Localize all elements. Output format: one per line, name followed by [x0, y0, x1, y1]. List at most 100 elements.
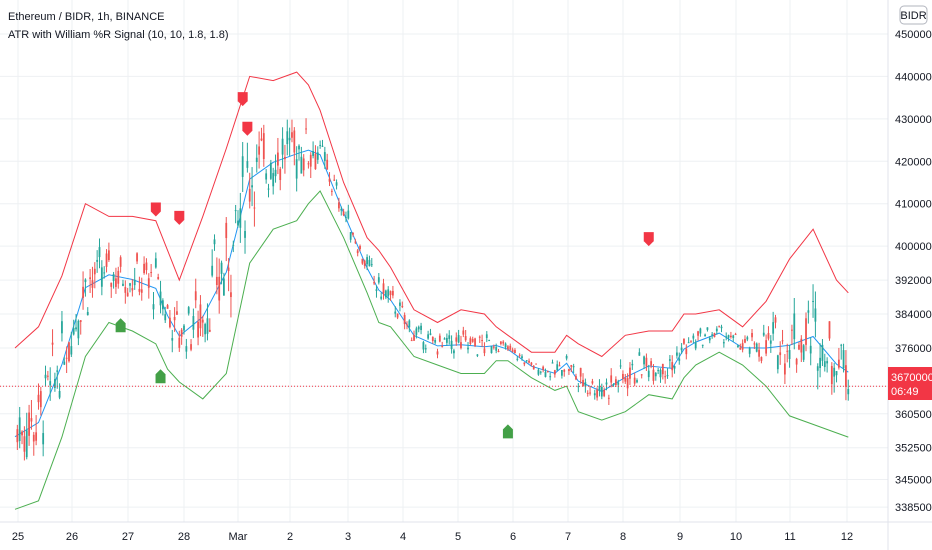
candle-body	[575, 376, 577, 380]
candle-body	[467, 347, 469, 350]
candle-body	[617, 382, 620, 385]
signals	[115, 92, 654, 439]
candle-body	[476, 354, 479, 356]
candle-body	[521, 356, 523, 359]
candle-body	[549, 376, 552, 378]
candle-body	[248, 188, 251, 202]
candle-body	[173, 316, 176, 321]
candle-body	[471, 338, 474, 342]
candle-body	[246, 161, 249, 168]
candle-body	[300, 156, 303, 174]
x-tick-label: Mar	[229, 531, 248, 543]
price-badge-countdown: 06:49	[891, 386, 919, 398]
candle-body	[274, 169, 277, 177]
candle-body	[307, 163, 310, 165]
candle-body	[140, 289, 143, 293]
candle-body	[309, 154, 312, 167]
candle-body	[115, 278, 117, 287]
buy-signal-marker	[115, 318, 126, 333]
candle-body	[779, 352, 782, 356]
candle-body	[366, 257, 368, 265]
candle-body	[16, 429, 19, 443]
candle-body	[612, 384, 615, 386]
candle-body	[79, 320, 82, 322]
y-tick-label: 36050000	[895, 409, 932, 421]
candle-body	[267, 188, 270, 190]
candle-body	[847, 389, 850, 395]
candle-body	[431, 336, 434, 342]
candle-body	[281, 138, 284, 155]
candle-body	[755, 343, 758, 352]
candle-body	[122, 283, 124, 286]
x-tick-label: 26	[66, 531, 78, 543]
candle-body	[75, 327, 77, 330]
candle-body	[607, 397, 610, 399]
x-tick-label: 8	[620, 531, 626, 543]
candle-body	[713, 333, 716, 338]
candle-body	[413, 335, 415, 341]
candle-body	[837, 359, 840, 368]
candle-body	[394, 311, 397, 314]
candle-body	[666, 375, 669, 377]
candle-body	[56, 370, 59, 372]
candle-body	[183, 325, 185, 331]
candle-body	[368, 259, 371, 267]
candle-body	[375, 289, 378, 291]
candle-body	[262, 133, 265, 160]
candle-body	[704, 334, 706, 337]
y-tick-label: 35250000	[895, 443, 932, 455]
candle-body	[161, 300, 164, 310]
candle-body	[112, 274, 115, 281]
candle-body	[481, 339, 483, 341]
candle-body	[830, 366, 833, 385]
candle-body	[687, 342, 690, 344]
candle-body	[441, 345, 444, 347]
candle-body	[171, 338, 174, 341]
candle-body	[166, 305, 169, 309]
candle-body	[244, 231, 246, 238]
candle-body	[730, 335, 732, 338]
candle-body	[239, 208, 242, 228]
candle-body	[772, 322, 775, 334]
x-tick-label: 12	[841, 531, 853, 543]
candle-body	[356, 250, 359, 254]
candle-body	[382, 283, 385, 294]
candle-body	[683, 338, 685, 344]
candle-body	[610, 375, 613, 383]
candle-body	[234, 210, 237, 212]
candle-body	[814, 308, 817, 322]
y-tick-label: 43000000	[895, 114, 932, 126]
candle-body	[460, 342, 462, 349]
candle-body	[389, 291, 392, 296]
candle-body	[82, 286, 84, 298]
candle-body	[392, 290, 394, 296]
y-tick-label: 41000000	[895, 199, 932, 211]
candle-body	[516, 358, 519, 360]
currency-badge[interactable]: BIDR	[899, 5, 928, 25]
candle-body	[323, 152, 326, 161]
candle-body	[180, 329, 183, 337]
candle-body	[370, 264, 373, 266]
candle-body	[823, 361, 826, 368]
candle-body	[568, 369, 570, 372]
candle-body	[732, 335, 735, 338]
candle-body	[816, 366, 819, 371]
candle-body	[624, 378, 627, 382]
candle-body	[697, 331, 699, 336]
candle-body	[133, 279, 136, 286]
candle-body	[551, 362, 554, 364]
candle-body	[201, 319, 204, 323]
candle-body	[659, 369, 662, 378]
candle-body	[537, 369, 540, 375]
candle-body	[762, 332, 765, 336]
candle-body	[436, 351, 439, 355]
candle-body	[636, 380, 638, 383]
candle-body	[488, 340, 491, 342]
candle-body	[600, 387, 603, 397]
candle-body	[737, 345, 739, 348]
candle-body	[614, 379, 617, 385]
candle-body	[767, 332, 770, 339]
